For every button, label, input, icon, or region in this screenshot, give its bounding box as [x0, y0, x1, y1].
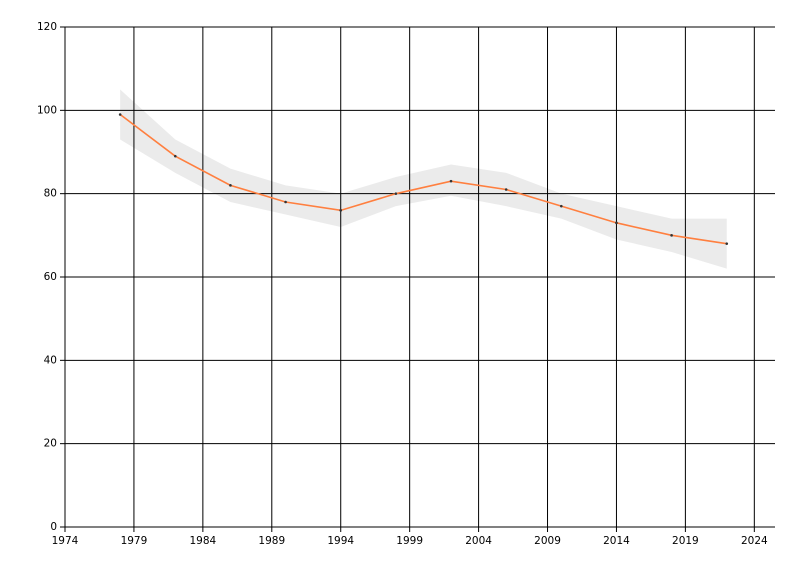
x-tick-label: 2004 [465, 535, 492, 547]
point [339, 209, 343, 212]
y-tick-label: 0 [50, 521, 57, 533]
y-tick-label: 20 [44, 438, 57, 450]
x-tick-label: 1989 [258, 535, 285, 547]
x-tick-label: 1984 [189, 535, 216, 547]
point [725, 242, 729, 245]
x-tick-label: 1979 [121, 535, 148, 547]
confidence-band [120, 89, 727, 269]
y-tick-label: 60 [44, 271, 57, 283]
point [394, 192, 398, 195]
point [670, 234, 673, 237]
point [560, 204, 563, 208]
point [118, 113, 122, 116]
x-tick-label: 2019 [672, 535, 699, 547]
point [615, 221, 618, 225]
x-tick-label: 2014 [603, 535, 630, 547]
x-tick-label: 1999 [396, 535, 423, 547]
line [119, 113, 727, 245]
x-tick-label: 1994 [327, 535, 354, 547]
y-tick-label: 100 [37, 104, 57, 116]
point [173, 154, 177, 158]
x-tick-label: 2024 [741, 535, 768, 547]
x-tick-label: 1974 [52, 535, 79, 547]
point [229, 184, 232, 187]
point [284, 200, 287, 204]
point [504, 188, 508, 191]
y-tick-label: 80 [44, 188, 57, 200]
point [449, 179, 453, 183]
y-tick-label: 120 [37, 21, 57, 33]
y-tick-label: 40 [44, 354, 57, 366]
x-tick-label: 2009 [534, 535, 561, 547]
